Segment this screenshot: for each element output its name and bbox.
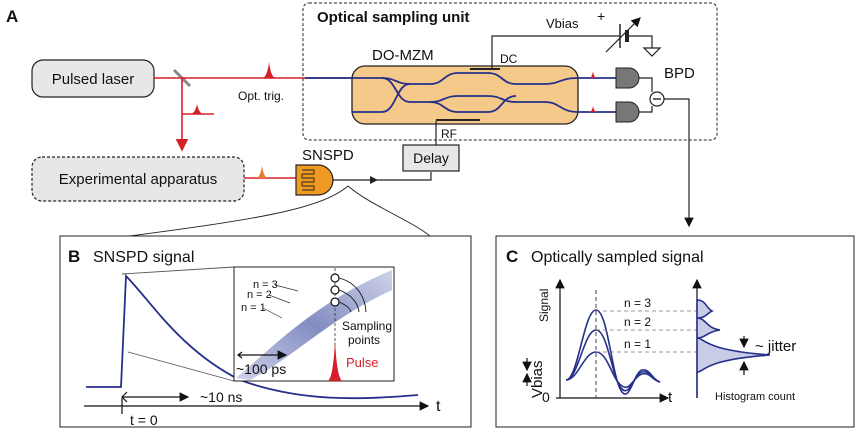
vbias-label: Vbias: [546, 16, 579, 31]
panel-a-letter: A: [6, 7, 18, 26]
jitter-band: [236, 270, 392, 380]
panel-b-title: SNSPD signal: [93, 249, 194, 266]
bpd-wire-top: [639, 77, 653, 92]
apparatus-box: [31, 156, 245, 202]
pulse-icon-main: [262, 62, 276, 78]
snspd-to-delay-wire: [333, 172, 432, 181]
sampling-point-3: [330, 273, 340, 283]
ns-label: ~10 ns: [200, 389, 242, 405]
b-n3-leader: [274, 284, 299, 292]
panel-c-title: Optically sampled signal: [531, 249, 704, 266]
b-n3-label: n = 3: [253, 279, 278, 291]
c-vbias-label: Vbias: [529, 360, 546, 398]
signal-direction-arrow: [370, 176, 378, 184]
histogram-curve: [696, 299, 771, 398]
ground-icon: [642, 47, 662, 57]
pulsed-laser-label: Pulsed laser: [52, 71, 135, 88]
c-n1-label: n = 1: [624, 337, 651, 351]
panel-c-frame: [495, 235, 855, 428]
pulse-icon-out-bottom: [589, 106, 597, 112]
photodiode-bottom: [615, 101, 640, 123]
panel-c-letter: C: [506, 247, 518, 266]
dc-label: DC: [500, 52, 518, 66]
c-n2-label: n = 2: [624, 315, 651, 329]
c-zero-label: 0: [542, 389, 550, 405]
b-t0-label: t = 0: [130, 412, 158, 428]
rf-label: RF: [441, 127, 457, 141]
ps-label: ~100 ps: [236, 361, 286, 377]
b-n2-label: n = 2: [247, 289, 272, 301]
sampling-unit-title: Optical sampling unit: [317, 9, 470, 26]
opt-trig-label: Opt. trig.: [238, 89, 284, 103]
mzm-waveguides: [352, 72, 579, 113]
sampling-points-label-1: Sampling: [342, 319, 392, 333]
snspd-icon: [295, 164, 334, 196]
sampling-points-label-2: points: [348, 333, 380, 347]
bpd-label: BPD: [664, 65, 695, 82]
inset-zoom-line-bottom: [127, 351, 235, 382]
histogram-count-label: Histogram count: [715, 391, 795, 403]
b-n2-leader: [268, 294, 291, 304]
variable-arrow: [605, 17, 641, 53]
c-signal-label: Signal: [537, 289, 551, 322]
panel-b-letter: B: [68, 247, 80, 266]
ground-wire: [629, 35, 653, 48]
jitter-label: ~ jitter: [755, 338, 796, 355]
b-t-axis-label: t: [436, 398, 441, 415]
dc-bias-wire: [491, 35, 620, 69]
pulse-label: Pulse: [346, 355, 379, 370]
delay-label: Delay: [413, 150, 449, 166]
plus-label: +: [597, 8, 605, 24]
sampling-pointer-3: [338, 277, 367, 313]
sampling-point-2: [330, 285, 340, 295]
pulse-icon-out-top: [589, 71, 597, 78]
mzm-label: DO-MZM: [372, 47, 434, 64]
inset-zoom-line-top: [121, 266, 235, 275]
sampling-pointer-2: [338, 289, 360, 313]
zoom-line-left: [129, 185, 349, 237]
zoom-line-right: [347, 185, 431, 237]
photon-icon: [256, 166, 268, 178]
snspd-label: SNSPD: [302, 147, 354, 164]
delay-box: [402, 144, 460, 172]
bpd-output-arrow: [664, 98, 694, 228]
b-n1-label: n = 1: [241, 302, 266, 314]
pulse-icon-branch: [190, 104, 204, 114]
b-n1-leader: [262, 307, 283, 319]
photodiode-top: [615, 67, 640, 89]
snspd-meander-icon: [301, 169, 315, 191]
c-traces: [565, 309, 661, 395]
sampling-unit-box: [302, 2, 718, 141]
c-n3-label: n = 3: [624, 296, 651, 310]
apparatus-label: Experimental apparatus: [59, 171, 217, 188]
pulse-icon-inset: [327, 340, 343, 381]
c-t-axis-label: t: [668, 389, 673, 406]
bpd-wire-bottom: [639, 106, 653, 113]
sampling-pointer-1: [338, 301, 352, 313]
sampling-point-1: [330, 297, 340, 307]
mzm-box: [351, 65, 579, 125]
